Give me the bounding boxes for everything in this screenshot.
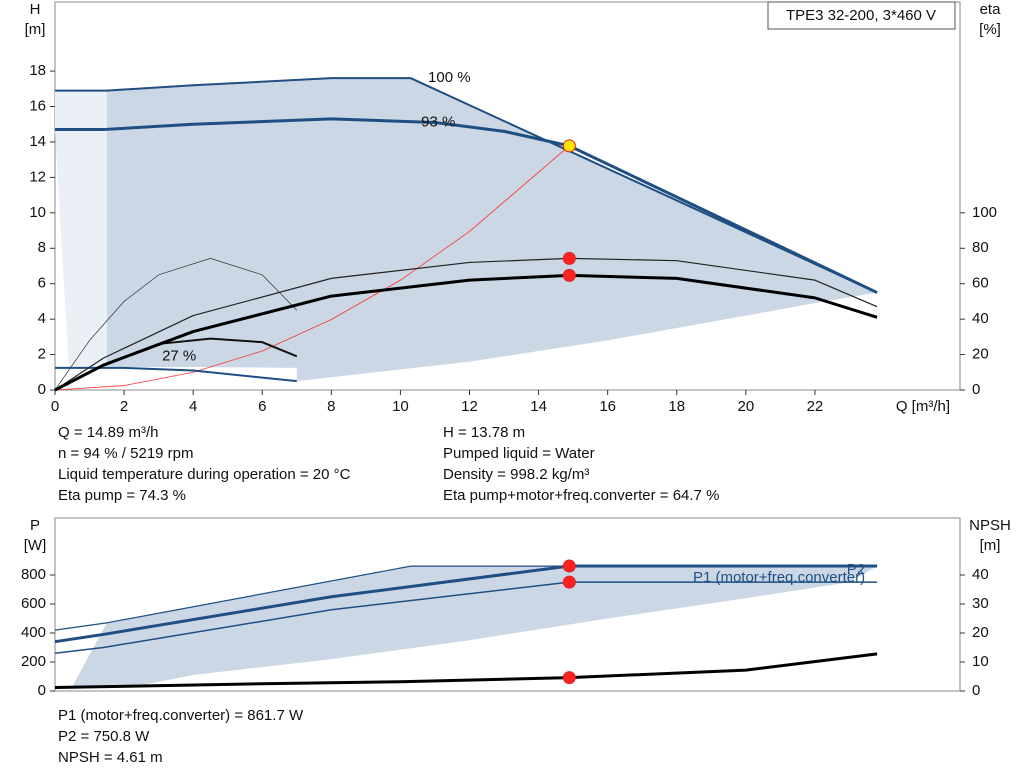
- x-tick-label: 0: [51, 398, 59, 415]
- curve-annotation: 93 %: [421, 113, 455, 130]
- y2-tick-label: 80: [972, 239, 989, 256]
- info-text: Pumped liquid = Water: [443, 445, 595, 462]
- y2-tick-label: 60: [972, 275, 989, 292]
- y-tick-label: 800: [21, 566, 46, 583]
- x-tick-label: 2: [120, 398, 128, 415]
- x-tick-label: 18: [668, 398, 685, 415]
- y-tick-label: 18: [29, 62, 46, 79]
- plot-frame: [54, 517, 961, 692]
- info-text: H = 13.78 m: [443, 424, 525, 441]
- curve: [55, 117, 878, 294]
- x-tick-label: 14: [530, 398, 547, 415]
- y2-tick-label: 20: [972, 346, 989, 363]
- x-tick-label: 10: [392, 398, 409, 415]
- x-tick-label: 6: [258, 398, 266, 415]
- y2-axis-label: eta: [980, 1, 1002, 18]
- y-tick-label: 4: [38, 310, 46, 327]
- operating-point: [562, 251, 576, 265]
- y-tick-label: 14: [29, 133, 46, 150]
- y2-tick-label: 100: [972, 204, 997, 221]
- x-tick-label: 20: [737, 398, 754, 415]
- x-tick-label: 12: [461, 398, 478, 415]
- y-tick-label: 8: [38, 239, 46, 256]
- curve: [54, 581, 878, 655]
- info-text: n = 94 % / 5219 rpm: [58, 445, 194, 462]
- x-tick-label: 22: [807, 398, 824, 415]
- y-tick-label: 6: [38, 275, 46, 292]
- info-text: Eta pump+motor+freq.converter = 64.7 %: [443, 487, 719, 504]
- y-axis-label: H: [30, 1, 41, 18]
- y2-tick-label: 0: [972, 381, 980, 398]
- x-tick-label: 16: [599, 398, 616, 415]
- operating-point: [562, 671, 576, 685]
- curve-annotation: 27 %: [162, 347, 196, 364]
- curve: [54, 273, 878, 392]
- y-tick-label: 2: [38, 346, 46, 363]
- info-text: Q = 14.89 m³/h: [58, 424, 158, 441]
- x-axis-label: Q [m³/h]: [896, 398, 950, 415]
- y2-axis-label: NPSH: [969, 517, 1011, 534]
- info-text: Eta pump = 74.3 %: [58, 487, 186, 504]
- plot-frame: [54, 1, 961, 391]
- curve: [54, 564, 878, 644]
- curve: [54, 145, 570, 391]
- y2-tick-label: 40: [972, 310, 989, 327]
- info-text: Liquid temperature during operation = 20…: [58, 466, 351, 483]
- y2-axis-label: [m]: [980, 537, 1001, 554]
- y-tick-label: 600: [21, 595, 46, 612]
- info-text: Density = 998.2 kg/m³: [443, 466, 589, 483]
- y-tick-label: 16: [29, 97, 46, 114]
- y2-tick-label: 30: [972, 595, 989, 612]
- operating-point: [562, 139, 576, 153]
- y-tick-label: 200: [21, 653, 46, 670]
- curve-annotation: 100 %: [428, 69, 471, 86]
- info-text: P1 (motor+freq.converter) = 861.7 W: [58, 707, 304, 724]
- envelope-area: [55, 90, 107, 367]
- curve: [55, 77, 878, 294]
- x-tick-label: 8: [327, 398, 335, 415]
- y-tick-label: 0: [38, 682, 46, 699]
- curve: [54, 652, 878, 690]
- x-tick-label: 4: [189, 398, 197, 415]
- curve: [54, 258, 298, 391]
- series-label: P2: [847, 561, 865, 578]
- y2-tick-label: 40: [972, 566, 989, 583]
- y-tick-label: 10: [29, 204, 46, 221]
- operating-point: [562, 268, 576, 282]
- y-tick-label: 12: [29, 168, 46, 185]
- info-text: NPSH = 4.61 m: [58, 749, 163, 766]
- y2-tick-label: 10: [972, 653, 989, 670]
- envelope-area: [72, 566, 878, 687]
- curve: [54, 257, 878, 391]
- series-label: P1 (motor+freq.converter): [693, 569, 865, 586]
- y-tick-label: 0: [38, 381, 46, 398]
- operating-point: [562, 575, 576, 589]
- y-axis-label: P: [30, 517, 40, 534]
- y2-tick-label: 20: [972, 624, 989, 641]
- title-box: [767, 1, 956, 30]
- y-axis-label: [m]: [25, 21, 46, 38]
- y2-tick-label: 0: [972, 682, 980, 699]
- y-tick-label: 400: [21, 624, 46, 641]
- operating-point: [562, 559, 576, 573]
- y-axis-label: [W]: [24, 537, 47, 554]
- chart-title: TPE3 32-200, 3*460 V: [786, 7, 936, 24]
- info-text: P2 = 750.8 W: [58, 728, 150, 745]
- y2-axis-label: [%]: [979, 21, 1001, 38]
